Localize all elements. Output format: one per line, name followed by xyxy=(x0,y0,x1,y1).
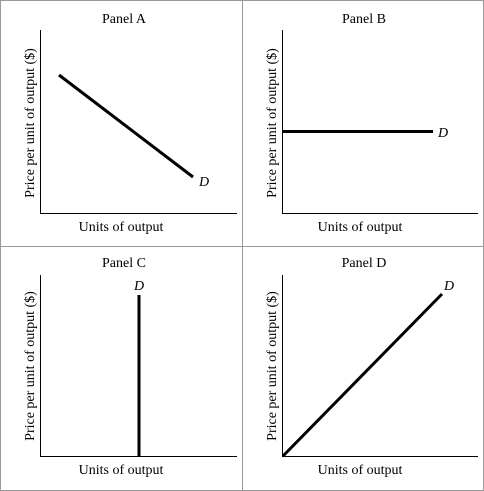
panel-d-title: Panel D xyxy=(342,256,387,271)
panel-b-x-axis-label: Units of output xyxy=(318,220,403,235)
panel-c-curve-label: D xyxy=(133,279,144,294)
panel-c-y-axis-label: Price per unit of output ($) xyxy=(23,291,38,441)
panel-a: Panel A Price per unit of output ($) Uni… xyxy=(23,12,237,235)
panel-b: Panel B Price per unit of output ($) Uni… xyxy=(265,12,478,235)
panel-a-curve-label: D xyxy=(198,175,209,190)
panel-c: Panel C Price per unit of output ($) Uni… xyxy=(23,256,237,478)
panel-c-axes xyxy=(40,275,237,457)
panel-d-demand-curve xyxy=(281,292,444,458)
panel-d-x-axis-label: Units of output xyxy=(318,463,403,478)
panel-d-curve-label: D xyxy=(443,279,454,294)
panel-b-curve-label: D xyxy=(437,126,448,141)
panel-b-y-axis-label: Price per unit of output ($) xyxy=(265,48,280,198)
panel-d-axes xyxy=(282,275,478,457)
panel-d: Panel D Price per unit of output ($) Uni… xyxy=(265,256,478,478)
panel-a-axes xyxy=(40,30,237,214)
panel-a-y-axis-label: Price per unit of output ($) xyxy=(23,48,38,198)
panel-c-title: Panel C xyxy=(102,256,146,271)
panel-c-x-axis-label: Units of output xyxy=(79,463,164,478)
panel-a-demand-curve xyxy=(58,73,194,179)
panel-d-y-axis-label: Price per unit of output ($) xyxy=(265,291,280,441)
panel-a-title: Panel A xyxy=(102,12,147,27)
panel-a-x-axis-label: Units of output xyxy=(79,220,164,235)
panel-b-axes xyxy=(282,30,478,214)
panel-b-title: Panel B xyxy=(342,12,386,27)
